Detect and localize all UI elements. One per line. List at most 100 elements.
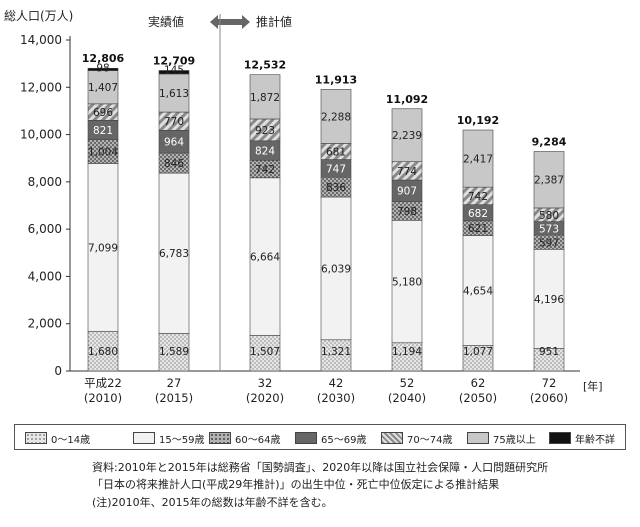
period-actual-label: 実績値 xyxy=(148,14,230,29)
y-tick-label: 8,000 xyxy=(28,175,62,189)
source-note-line2: 「日本の将来推計人口(平成29年推計)」の出生中位・死亡中位仮定による推計結果 xyxy=(92,478,500,491)
bar-value-label: 6,664 xyxy=(250,252,280,264)
y-tick-label: 14,000 xyxy=(20,33,62,47)
bar-segment xyxy=(158,70,190,75)
legend: 0〜14歳 15〜59歳 60〜64歳 65〜69歳 70〜74歳 75歳以上 年齢不詳 xyxy=(14,424,626,450)
y-axis-title: 総人口(万人) xyxy=(4,9,73,23)
legend-swatch xyxy=(209,432,231,444)
x-tick-label-year: (2010) xyxy=(84,391,122,405)
bar-value-label: 573 xyxy=(539,223,559,235)
bar-value-label: 682 xyxy=(468,208,488,220)
x-tick-label-era: 42 xyxy=(329,376,344,390)
y-tick-label: 12,000 xyxy=(20,80,62,94)
x-tick-label-era: 52 xyxy=(400,376,415,390)
legend-item: 70〜74歳 xyxy=(381,430,452,446)
bar-segment xyxy=(249,177,281,336)
bar-value-label: 2,239 xyxy=(392,130,422,142)
bar-total-label: 12,709 xyxy=(153,55,195,68)
bar-value-label: 774 xyxy=(397,166,417,178)
period-estimate-text: 推計値 xyxy=(256,14,292,29)
legend-label: 65〜69歳 xyxy=(321,434,367,446)
bar-segment xyxy=(320,89,352,144)
legend-item: 75歳以上 xyxy=(467,430,536,446)
bar-value-label: 836 xyxy=(326,182,346,194)
x-tick-label-era: 27 xyxy=(167,376,182,390)
legend-item: 65〜69歳 xyxy=(295,430,366,446)
bar-value-label: 7,099 xyxy=(88,242,118,254)
legend-item: 年齢不詳 xyxy=(549,430,615,446)
x-tick-label-year: (2040) xyxy=(388,391,426,405)
bar-value-label: 2,387 xyxy=(534,175,564,187)
bar-segment xyxy=(391,342,423,372)
bar-value-label: 1,077 xyxy=(463,346,493,358)
x-tick-label-year: (2060) xyxy=(530,391,568,405)
arrow-right-icon xyxy=(230,15,250,29)
bar-value-label: 923 xyxy=(255,125,275,137)
y-tick-label: 2,000 xyxy=(28,317,62,331)
x-tick-label-era: 32 xyxy=(258,376,273,390)
bar-segment xyxy=(533,151,565,209)
bar-value-label: 821 xyxy=(93,125,113,137)
bar-segment xyxy=(462,129,494,188)
x-tick-label-era: 62 xyxy=(471,376,486,390)
bar-value-label: 696 xyxy=(93,107,113,119)
bar-total-label: 11,092 xyxy=(386,93,428,106)
x-tick-label-year: (2050) xyxy=(459,391,497,405)
legend-swatch xyxy=(549,432,571,444)
y-tick-label: 4,000 xyxy=(28,269,62,283)
x-tick-label-year: (2030) xyxy=(317,391,355,405)
bar-value-label: 1,407 xyxy=(88,82,118,94)
x-tick-label-year: (2015) xyxy=(155,391,193,405)
bar-segment xyxy=(87,163,119,332)
bar-value-label: 1,194 xyxy=(392,346,422,358)
period-actual-text: 実績値 xyxy=(148,14,184,29)
legend-swatch xyxy=(133,432,155,444)
x-axis-unit: [年] xyxy=(583,379,603,393)
bar-value-label: 98 xyxy=(96,62,109,74)
x-tick-label-era: 72 xyxy=(542,376,557,390)
bar-value-label: 597 xyxy=(539,237,559,249)
legend-label: 0〜14歳 xyxy=(51,434,91,446)
bar-value-label: 2,417 xyxy=(463,154,493,166)
bar-value-label: 770 xyxy=(164,116,184,128)
bar-value-label: 4,196 xyxy=(534,294,564,306)
bar-value-label: 1,872 xyxy=(250,92,280,104)
bar-total-label: 10,192 xyxy=(457,114,499,127)
bar-segment xyxy=(249,74,281,120)
legend-label: 年齢不詳 xyxy=(575,434,615,446)
bar-total-label: 11,913 xyxy=(315,73,357,86)
bar-segment xyxy=(320,339,352,372)
y-tick-label: 0 xyxy=(54,364,62,378)
legend-label: 15〜59歳 xyxy=(159,434,205,446)
bar-segment xyxy=(158,172,190,334)
bar-value-label: 2,288 xyxy=(321,111,351,123)
bar-value-label: 951 xyxy=(539,346,559,358)
bar-total-label: 12,806 xyxy=(82,52,125,65)
y-tick-label: 6,000 xyxy=(28,222,62,236)
legend-label: 75歳以上 xyxy=(493,434,536,446)
legend-item: 15〜59歳 xyxy=(133,430,204,446)
bar-total-label: 12,532 xyxy=(244,59,286,72)
bar-segment xyxy=(158,73,190,113)
source-note-line1: 資料:2010年と2015年は総務省「国勢調査」、2020年以降は国立社会保障・… xyxy=(92,461,549,474)
bar-value-label: 798 xyxy=(397,206,417,218)
bar-value-label: 4,654 xyxy=(463,286,493,298)
bar-value-label: 580 xyxy=(539,210,559,222)
x-tick-label-year: (2020) xyxy=(246,391,284,405)
population-chart: 0 2,000 4,000 6,000 8,000 10,000 12,000 14,000 1… xyxy=(4,9,603,405)
legend-swatch xyxy=(381,432,403,444)
bar-value-label: 1,613 xyxy=(159,88,189,100)
bar-segment xyxy=(462,345,494,372)
bar-segment xyxy=(87,67,119,71)
legend-item: 0〜14歳 xyxy=(25,430,90,446)
bar-value-label: 964 xyxy=(164,137,184,149)
period-estimate-label: 推計値 xyxy=(230,14,292,29)
bar-value-label: 621 xyxy=(468,223,488,235)
bar-value-label: 5,180 xyxy=(392,277,422,289)
bar-value-label: 6,039 xyxy=(321,263,351,275)
x-tick-label-era: 平成22 xyxy=(84,376,122,390)
bar-value-label: 824 xyxy=(255,146,275,158)
bar-value-label: 681 xyxy=(326,147,346,159)
bar-value-label: 1,321 xyxy=(321,346,351,358)
legend-item: 60〜64歳 xyxy=(209,430,280,446)
